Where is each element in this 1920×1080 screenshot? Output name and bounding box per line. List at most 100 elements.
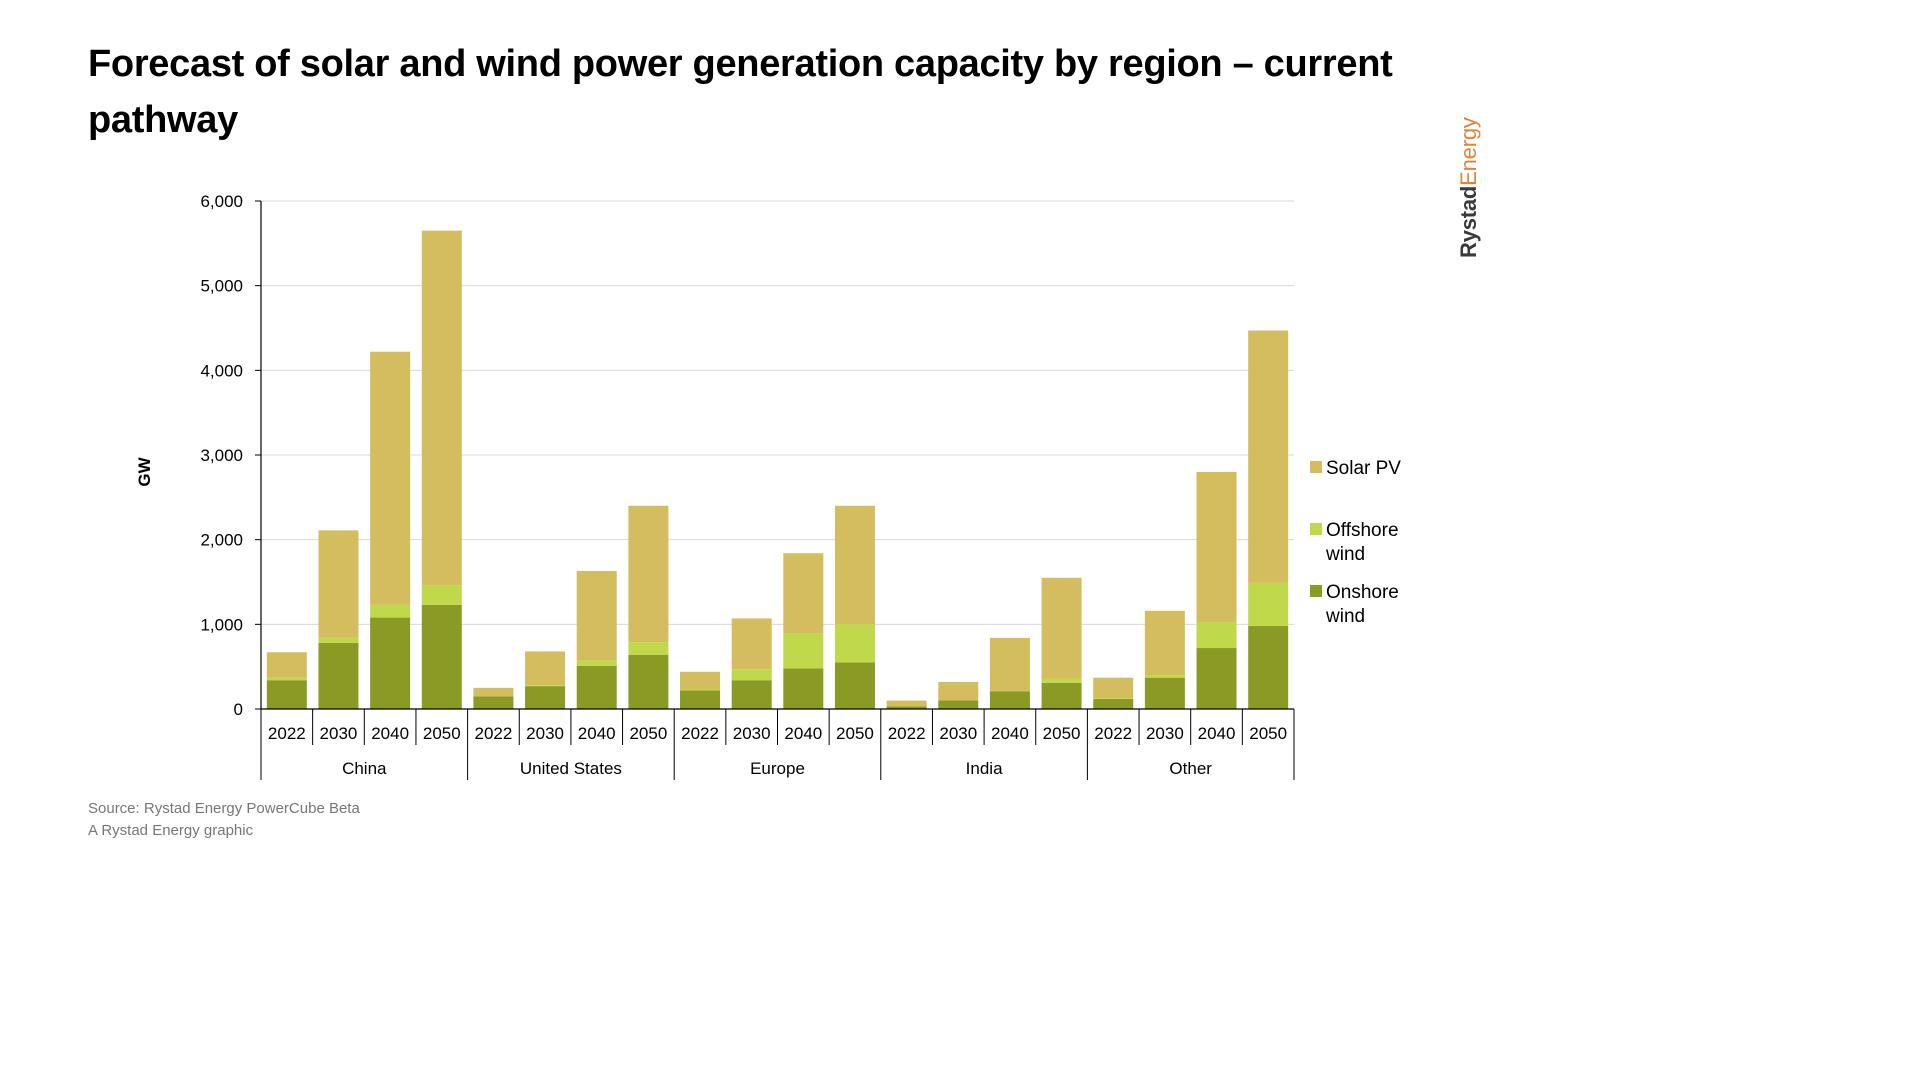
bar-segment — [628, 642, 669, 655]
bar-segment — [318, 642, 359, 709]
bar-segment — [576, 665, 617, 709]
bar-segment — [421, 230, 462, 586]
legend-label: wind — [1325, 544, 1365, 565]
bar-segment — [318, 530, 359, 638]
chart-title: Forecast of solar and wind power generat… — [88, 43, 1393, 141]
x-tick-label: 2050 — [629, 724, 667, 743]
bars — [266, 230, 1289, 709]
bar-segment — [318, 637, 359, 643]
bar-segment — [1144, 610, 1185, 676]
bar-segment — [783, 553, 824, 634]
bar-segment — [731, 618, 772, 670]
bar-segment — [628, 654, 669, 709]
y-tick-label: 2,000 — [200, 531, 243, 550]
legend-swatch — [1310, 585, 1322, 597]
legend-swatch — [1310, 461, 1322, 473]
bar-segment — [266, 652, 307, 678]
bar-segment — [680, 690, 721, 709]
legend-label: Offshore — [1326, 520, 1399, 541]
legend-label: wind — [1325, 606, 1365, 627]
bar-segment — [886, 700, 927, 707]
bar-segment — [370, 351, 411, 605]
credit-note: A Rystad Energy graphic — [88, 822, 254, 839]
x-tick-label: 2040 — [1198, 724, 1236, 743]
x-tick-label: 2022 — [475, 724, 513, 743]
bar-segment — [1248, 626, 1289, 709]
footer: Source: Rystad Energy PowerCube Beta A R… — [88, 798, 360, 842]
stacked-bar-chart: 0 1,000 2,000 3,000 4,000 5,000 6,000 GW 2022 203… — [135, 192, 1401, 780]
bar-segment — [370, 604, 411, 618]
bar-segment — [1041, 678, 1082, 683]
bar-segment — [834, 505, 875, 625]
bar-segment — [1144, 677, 1185, 709]
bar-segment — [473, 696, 514, 709]
bar-segment — [576, 570, 617, 661]
bar-segment — [680, 689, 721, 691]
bar-segment — [421, 604, 462, 709]
legend: Solar PV Offshore wind Onshore wind — [1310, 458, 1401, 627]
group-label: India — [966, 759, 1003, 778]
x-tick-label: 2022 — [888, 724, 926, 743]
bar-segment — [938, 681, 979, 701]
bar-segment — [1196, 622, 1237, 649]
y-tick-label: 3,000 — [200, 446, 243, 465]
x-tick-label: 2040 — [371, 724, 409, 743]
x-tick-label: 2030 — [320, 724, 358, 743]
x-tick-label: 2040 — [784, 724, 822, 743]
y-axis-label: GW — [135, 456, 154, 486]
x-tick-label: 2030 — [1146, 724, 1184, 743]
y-tick-label: 6,000 — [200, 192, 243, 211]
x-tick-label: 2022 — [1094, 724, 1132, 743]
bar-segment — [783, 633, 824, 669]
x-tick-label: 2022 — [268, 724, 306, 743]
bar-segment — [1093, 697, 1134, 699]
bar-segment — [938, 700, 979, 709]
legend-swatch — [1310, 523, 1322, 535]
x-tick-label: 2040 — [578, 724, 616, 743]
bar-segment — [1248, 330, 1289, 583]
bar-segment — [1196, 648, 1237, 709]
group-label: Other — [1169, 759, 1212, 778]
bar-segment — [989, 637, 1030, 692]
x-tick-label: 2030 — [526, 724, 564, 743]
legend-label: Solar PV — [1326, 458, 1401, 479]
bar-segment — [473, 687, 514, 697]
x-tick-label: 2050 — [423, 724, 461, 743]
bar-segment — [370, 617, 411, 709]
bar-segment — [834, 624, 875, 663]
bar-segment — [266, 677, 307, 681]
y-tick-label: 1,000 — [200, 615, 243, 634]
x-tick-label: 2030 — [733, 724, 771, 743]
bar-segment — [1248, 582, 1289, 627]
bar-segment — [1093, 698, 1134, 709]
x-tick-label: 2050 — [1043, 724, 1081, 743]
bar-segment — [1093, 677, 1134, 698]
bar-segment — [421, 585, 462, 605]
legend-label: Onshore — [1326, 582, 1399, 603]
bar-segment — [525, 685, 566, 687]
bar-segment — [628, 505, 669, 643]
x-tick-label: 2022 — [681, 724, 719, 743]
bar-segment — [576, 660, 617, 666]
y-tick-label: 0 — [234, 700, 243, 719]
x-tick-label: 2050 — [836, 724, 874, 743]
bar-segment — [1041, 682, 1082, 709]
bar-segment — [1041, 577, 1082, 679]
bar-segment — [886, 706, 927, 709]
bar-segment — [834, 662, 875, 709]
x-tick-label: 2030 — [939, 724, 977, 743]
axes: 0 1,000 2,000 3,000 4,000 5,000 6,000 GW 2022 203… — [135, 192, 1295, 780]
x-tick-label: 2050 — [1249, 724, 1287, 743]
y-tick-label: 4,000 — [200, 361, 243, 380]
source-note: Source: Rystad Energy PowerCube Beta — [88, 800, 360, 817]
bar-segment — [1144, 675, 1185, 678]
group-label: China — [342, 759, 387, 778]
bar-segment — [525, 651, 566, 686]
bar-segment — [266, 680, 307, 709]
group-label: Europe — [750, 759, 805, 778]
bar-segment — [1196, 471, 1237, 623]
bar-segment — [989, 691, 1030, 709]
bar-segment — [783, 668, 824, 709]
gridlines — [261, 200, 1294, 625]
group-label: United States — [520, 759, 622, 778]
